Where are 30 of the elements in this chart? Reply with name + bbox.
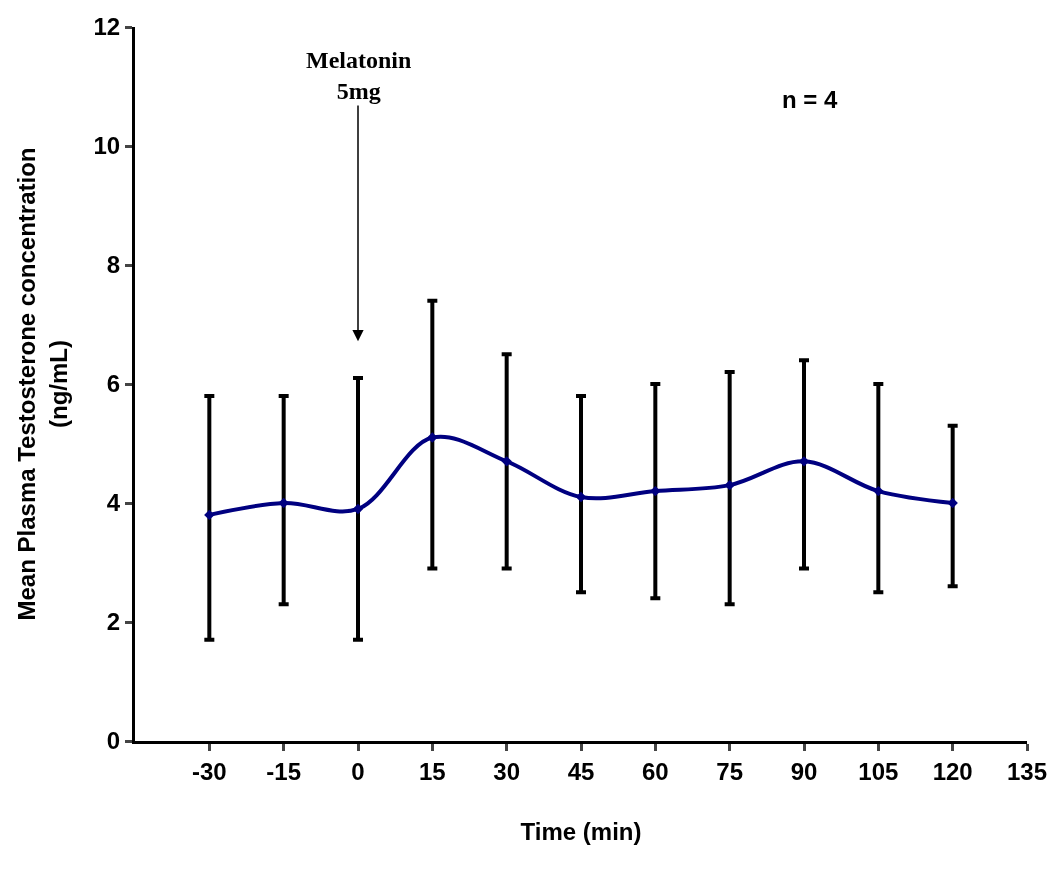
x-tick-label: 15 bbox=[418, 757, 446, 785]
x-tick-label: 45 bbox=[567, 757, 595, 785]
x-tick-label: 135 bbox=[1006, 757, 1048, 785]
x-tick-label: -15 bbox=[266, 757, 302, 785]
point bbox=[873, 485, 884, 497]
y-tick-label: 8 bbox=[106, 251, 121, 279]
point bbox=[204, 509, 215, 521]
y-tick-label: 6 bbox=[106, 370, 121, 398]
y-tick-label: 4 bbox=[106, 489, 121, 517]
x-tick-label: 105 bbox=[858, 757, 899, 785]
y-axis-title: Mean Plasma Testosterone concentration (ng/mL) bbox=[13, 147, 72, 621]
x-axis-title: Time (min) bbox=[520, 818, 642, 846]
x-tick-label: 120 bbox=[932, 757, 973, 785]
y-tick-label: 12 bbox=[93, 13, 121, 41]
point bbox=[278, 497, 289, 509]
x-tick-label: 0 bbox=[351, 757, 365, 785]
x-tick-label: 75 bbox=[716, 757, 744, 785]
annotation: Melatonin 5mg bbox=[306, 47, 412, 105]
y-tick-label: 2 bbox=[106, 608, 121, 636]
x-tick-label: 60 bbox=[641, 757, 669, 785]
x-tick-label: -30 bbox=[191, 757, 227, 785]
y-tick-label: 10 bbox=[93, 132, 121, 160]
point bbox=[947, 497, 958, 509]
point bbox=[724, 479, 735, 491]
x-tick-label: 30 bbox=[493, 757, 521, 785]
y-tick-label: 0 bbox=[106, 727, 121, 755]
point bbox=[501, 456, 512, 467]
annotation: n = 4 bbox=[782, 86, 839, 113]
point bbox=[650, 485, 661, 497]
x-tick-label: 90 bbox=[790, 757, 818, 785]
